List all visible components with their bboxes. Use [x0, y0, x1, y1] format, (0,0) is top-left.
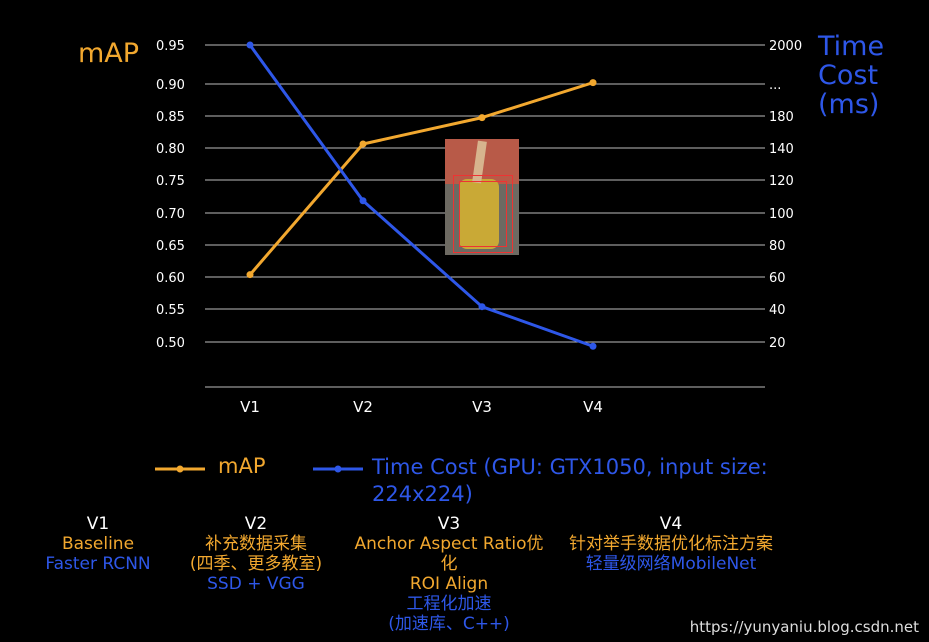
- version-v2: V2 补充数据采集 (四季、更多教室) SSD + VGG: [176, 514, 336, 594]
- left-tick-label: 0.55: [156, 303, 185, 318]
- legend-time-line1: Time Cost (GPU: GTX1050, input size:: [372, 455, 768, 479]
- version-title: V1: [86, 514, 110, 534]
- right-axis-title-line: (ms): [818, 89, 880, 120]
- x-tick-label: V2: [353, 398, 373, 416]
- data-point: [589, 342, 597, 350]
- x-tick-label: V3: [472, 398, 492, 416]
- x-tick-label: V4: [583, 398, 603, 416]
- left-tick-label: 0.65: [156, 239, 185, 254]
- right-tick-label: 80: [769, 239, 786, 254]
- left-tick-label: 0.90: [156, 78, 185, 93]
- right-tick-label: ...: [769, 78, 781, 93]
- version-line: 补充数据采集: [205, 534, 307, 554]
- data-point: [246, 41, 254, 49]
- version-title: V4: [659, 514, 683, 534]
- legend-map-marker: [176, 465, 184, 473]
- data-point: [478, 303, 486, 311]
- version-line: 针对举手数据优化标注方案: [569, 534, 773, 554]
- version-line: Baseline: [61, 534, 135, 554]
- right-tick-label: 120: [769, 174, 794, 189]
- data-point: [478, 114, 486, 122]
- version-v4: V4 针对举手数据优化标注方案 轻量级网络MobileNet: [556, 514, 786, 574]
- series-line: [248, 81, 594, 276]
- left-tick-label: 0.80: [156, 142, 185, 157]
- series-line: [248, 44, 594, 348]
- left-axis-title: mAP: [78, 38, 140, 69]
- x-tick-label: V1: [240, 398, 260, 416]
- version-line: 轻量级网络MobileNet: [585, 554, 757, 574]
- data-point: [589, 79, 597, 87]
- right-tick-label: 40: [769, 303, 786, 318]
- right-axis-title: Time Cost (ms): [818, 32, 884, 119]
- right-tick-label: 2000: [769, 39, 802, 54]
- left-tick-label: 0.60: [156, 271, 185, 286]
- version-line: Faster RCNN: [45, 554, 151, 574]
- right-tick-label: 180: [769, 110, 794, 125]
- version-v3: V3 Anchor Aspect Ratio优 化 ROI Align 工程化加…: [342, 514, 556, 634]
- right-tick-label: 140: [769, 142, 794, 157]
- version-v1: V1 Baseline Faster RCNN: [18, 514, 178, 574]
- legend-time-label: Time Cost (GPU: GTX1050, input size: 224…: [372, 454, 768, 508]
- right-tick-label: 100: [769, 207, 794, 222]
- photo-inset: [445, 139, 519, 255]
- watermark: https://yunyaniu.blog.csdn.net: [689, 618, 919, 636]
- left-tick-label: 0.95: [156, 39, 185, 54]
- version-line: ROI Align: [409, 574, 489, 594]
- version-line: (四季、更多教室): [189, 554, 323, 574]
- left-tick-label: 0.70: [156, 207, 185, 222]
- right-axis-title-line: Time: [818, 31, 885, 62]
- data-point: [359, 140, 367, 148]
- version-line: Anchor Aspect Ratio优: [354, 534, 544, 554]
- version-line: (加速库、C++): [388, 614, 510, 634]
- photo-bbox-inner: [459, 181, 507, 247]
- right-tick-label: 60: [769, 271, 786, 286]
- left-tick-label: 0.50: [156, 336, 185, 351]
- version-title: V2: [244, 514, 268, 534]
- version-line: 工程化加速: [406, 594, 492, 614]
- version-title: V3: [437, 514, 461, 534]
- version-line: 化: [440, 554, 458, 574]
- legend-time-line2: 224x224): [372, 482, 473, 506]
- legend-time-marker: [334, 465, 342, 473]
- photo-person: [459, 179, 499, 249]
- version-line: SSD + VGG: [207, 574, 305, 594]
- left-tick-label: 0.75: [156, 174, 185, 189]
- data-point: [246, 271, 254, 279]
- right-tick-label: 20: [769, 336, 786, 351]
- data-point: [359, 197, 367, 205]
- legend-map-label: mAP: [218, 454, 266, 478]
- photo-bbox-outer: [453, 175, 513, 253]
- left-tick-label: 0.85: [156, 110, 185, 125]
- right-axis-title-line: Cost: [818, 60, 879, 91]
